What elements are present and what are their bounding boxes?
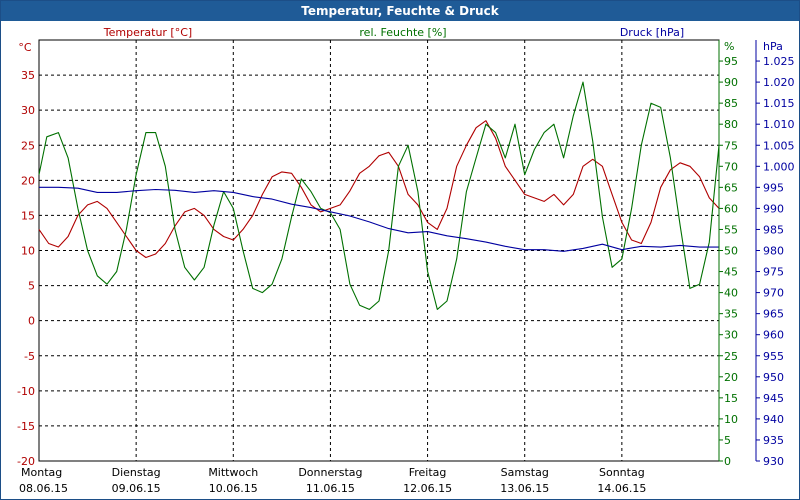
pressure-unit-label: hPa — [763, 40, 783, 53]
humidity-tick-label: 20 — [724, 371, 738, 384]
humidity-tick-label: 60 — [724, 202, 738, 215]
series-line-pressure — [39, 186, 719, 252]
series-line-humidity — [38, 81, 720, 310]
pressure-tick-label: 1.020 — [763, 76, 795, 89]
temp-tick-label: 10 — [21, 245, 35, 258]
x-date-label: 11.06.15 — [306, 482, 355, 495]
humidity-tick-label: 0 — [724, 455, 731, 468]
series-line-temperature — [38, 120, 720, 259]
x-weekday-label: Dienstag — [112, 466, 161, 479]
humidity-tick-label: 75 — [724, 139, 738, 152]
x-weekday-label: Sonntag — [599, 466, 645, 479]
pressure-tick-label: 950 — [763, 371, 784, 384]
x-weekday-label: Mittwoch — [208, 466, 258, 479]
axes: -20 -15 -10 -5 0 5 10 15 20 25 30 35 °C 0 5 10 15 20 25 30 3… — [17, 26, 794, 495]
humidity-tick-label: 10 — [724, 413, 738, 426]
x-date-label: 09.06.15 — [112, 482, 161, 495]
pressure-tick-label: 930 — [763, 455, 784, 468]
x-date-label: 13.06.15 — [500, 482, 549, 495]
temp-tick-label: -5 — [24, 350, 35, 363]
temp-unit-label: °C — [18, 41, 32, 54]
humidity-tick-label: 95 — [724, 55, 738, 68]
x-date-label: 12.06.15 — [403, 482, 452, 495]
temp-tick-label: -20 — [17, 455, 35, 468]
pressure-tick-label: 995 — [763, 181, 784, 194]
chart-title: Temperatur, Feuchte & Druck — [1, 1, 799, 21]
pressure-tick-label: 975 — [763, 266, 784, 279]
humidity-tick-label: 55 — [724, 223, 738, 236]
humidity-tick-label: 35 — [724, 308, 738, 321]
legend-label-1: rel. Feuchte [%] — [359, 26, 446, 39]
pressure-tick-label: 980 — [763, 245, 784, 258]
x-date-label: 10.06.15 — [209, 482, 258, 495]
weather-chart: -20 -15 -10 -5 0 5 10 15 20 25 30 35 °C 0 5 10 15 20 25 30 3… — [17, 26, 794, 495]
temp-tick-label: 20 — [21, 174, 35, 187]
humidity-tick-label: 40 — [724, 287, 738, 300]
temp-tick-label: -15 — [17, 420, 35, 433]
humidity-unit-label: % — [724, 40, 734, 53]
humidity-tick-label: 50 — [724, 245, 738, 258]
x-weekday-label: Montag — [21, 466, 62, 479]
humidity-tick-label: 45 — [724, 266, 738, 279]
temp-tick-label: 25 — [21, 139, 35, 152]
humidity-tick-label: 70 — [724, 160, 738, 173]
humidity-tick-label: 15 — [724, 392, 738, 405]
x-weekday-label: Freitag — [409, 466, 447, 479]
pressure-tick-label: 1.005 — [763, 139, 795, 152]
x-weekday-label: Samstag — [501, 466, 549, 479]
humidity-tick-label: 30 — [724, 329, 738, 342]
temp-tick-label: 35 — [21, 69, 35, 82]
humidity-tick-label: 25 — [724, 350, 738, 363]
pressure-tick-label: 1.010 — [763, 118, 795, 131]
humidity-tick-label: 80 — [724, 118, 738, 131]
pressure-tick-label: 945 — [763, 392, 784, 405]
humidity-tick-label: 85 — [724, 97, 738, 110]
legend-label-2: Druck [hPa] — [620, 26, 684, 39]
series-lines — [38, 81, 720, 310]
pressure-tick-label: 970 — [763, 287, 784, 300]
pressure-tick-label: 1.000 — [763, 160, 795, 173]
temp-tick-label: 0 — [28, 315, 35, 328]
x-date-label: 08.06.15 — [19, 482, 68, 495]
temp-tick-label: -10 — [17, 385, 35, 398]
humidity-tick-label: 5 — [724, 434, 731, 447]
humidity-tick-label: 90 — [724, 76, 738, 89]
pressure-tick-label: 1.025 — [763, 55, 795, 68]
pressure-tick-label: 990 — [763, 202, 784, 215]
humidity-tick-label: 65 — [724, 181, 738, 194]
pressure-tick-label: 960 — [763, 329, 784, 342]
temp-tick-label: 5 — [28, 280, 35, 293]
pressure-tick-label: 965 — [763, 308, 784, 321]
temp-tick-label: 30 — [21, 104, 35, 117]
pressure-tick-label: 985 — [763, 223, 784, 236]
grid — [38, 39, 720, 462]
legend-label-0: Temperatur [°C] — [103, 26, 192, 39]
x-weekday-label: Donnerstag — [298, 466, 362, 479]
temp-tick-label: 15 — [21, 209, 35, 222]
pressure-tick-label: 935 — [763, 434, 784, 447]
pressure-tick-label: 940 — [763, 413, 784, 426]
pressure-tick-label: 1.015 — [763, 97, 795, 110]
x-date-label: 14.06.15 — [597, 482, 646, 495]
pressure-tick-label: 955 — [763, 350, 784, 363]
